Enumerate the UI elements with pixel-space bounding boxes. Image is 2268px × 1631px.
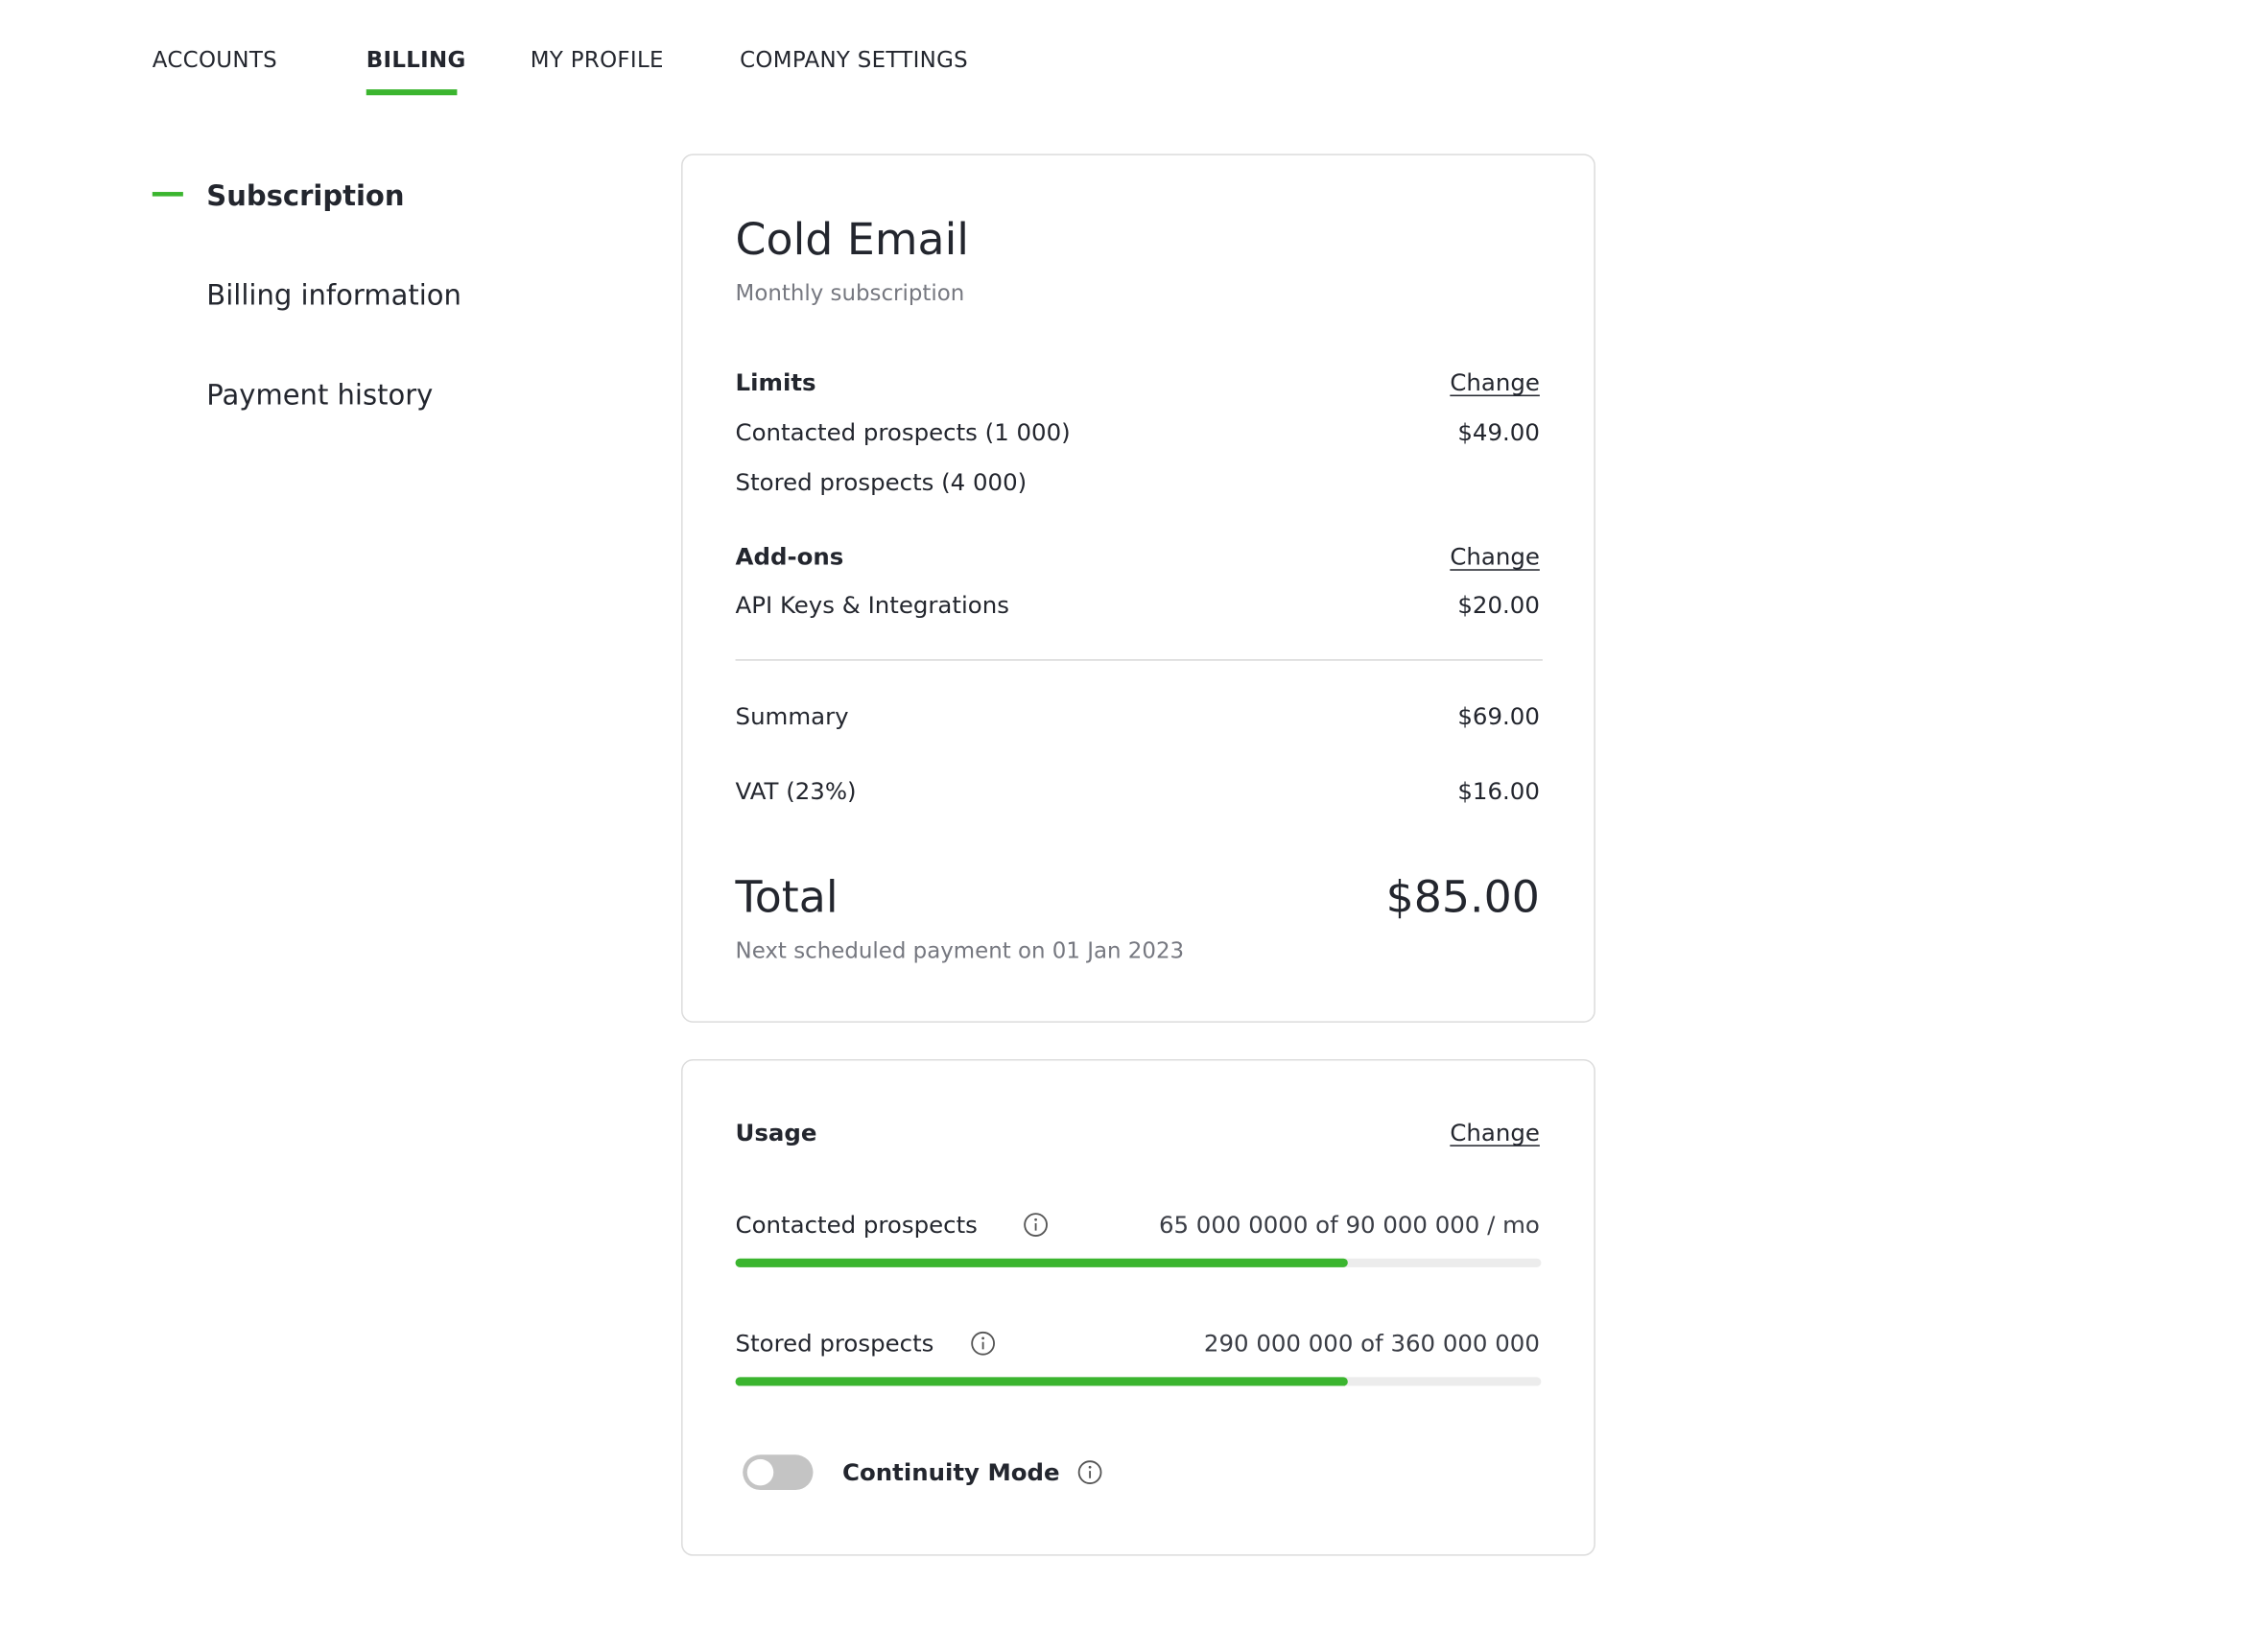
summary-label: Summary [735,702,849,731]
progress-track [735,1258,1542,1267]
usage-card [681,1059,1595,1556]
total-price: $85.00 [1385,872,1540,924]
toggle-label: Continuity Mode [842,1458,1060,1487]
toggle[interactable] [743,1454,814,1490]
progress-fill [735,1377,1348,1386]
line-label: Contacted prospects (1 000) [735,417,1071,446]
section-heading: Add-ons [735,542,844,571]
progress-track [735,1377,1542,1386]
line-price: $20.00 [1457,591,1540,620]
card-title: Cold Email [735,214,970,267]
section-heading: Usage [735,1118,817,1146]
tab[interactable]: COMPANY SETTINGS [740,46,969,74]
divider [735,659,1543,661]
vat-price: $16.00 [1457,777,1540,806]
tab-active[interactable]: BILLING [366,46,466,74]
next-payment: Next scheduled payment on 01 Jan 2023 [735,937,1185,964]
info-icon[interactable] [1076,1459,1102,1485]
usage-label: Contacted prospects [735,1211,978,1240]
section-heading: Limits [735,368,816,397]
tab[interactable]: ACCOUNTS [152,46,277,74]
line-price: $49.00 [1457,417,1540,446]
usage-text: 65 000 0000 of 90 000 000 / mo [1158,1211,1540,1240]
tab-indicator [366,89,458,96]
usage-label: Stored prospects [735,1329,934,1358]
info-icon[interactable] [970,1331,996,1357]
vat-label: VAT (23%) [735,777,857,806]
change-link[interactable]: Change [1450,1118,1540,1146]
usage-text: 290 000 000 of 360 000 000 [1203,1329,1540,1358]
side-item[interactable]: Billing information [206,279,461,313]
progress-fill [735,1258,1348,1267]
side-item[interactable]: Payment history [206,379,434,413]
summary-price: $69.00 [1457,702,1540,731]
total-label: Total [735,872,839,924]
line-label: API Keys & Integrations [735,591,1009,620]
info-icon[interactable] [1023,1212,1049,1238]
tab[interactable]: MY PROFILE [530,46,664,74]
line-label: Stored prospects (4 000) [735,467,1028,496]
change-link[interactable]: Change [1450,542,1540,571]
toggle-knob [746,1458,774,1486]
side-item-active[interactable]: Subscription [206,179,405,213]
change-link[interactable]: Change [1450,368,1540,397]
card-subtitle: Monthly subscription [735,279,965,307]
subscription-card [681,154,1595,1023]
side-indicator [152,192,183,197]
